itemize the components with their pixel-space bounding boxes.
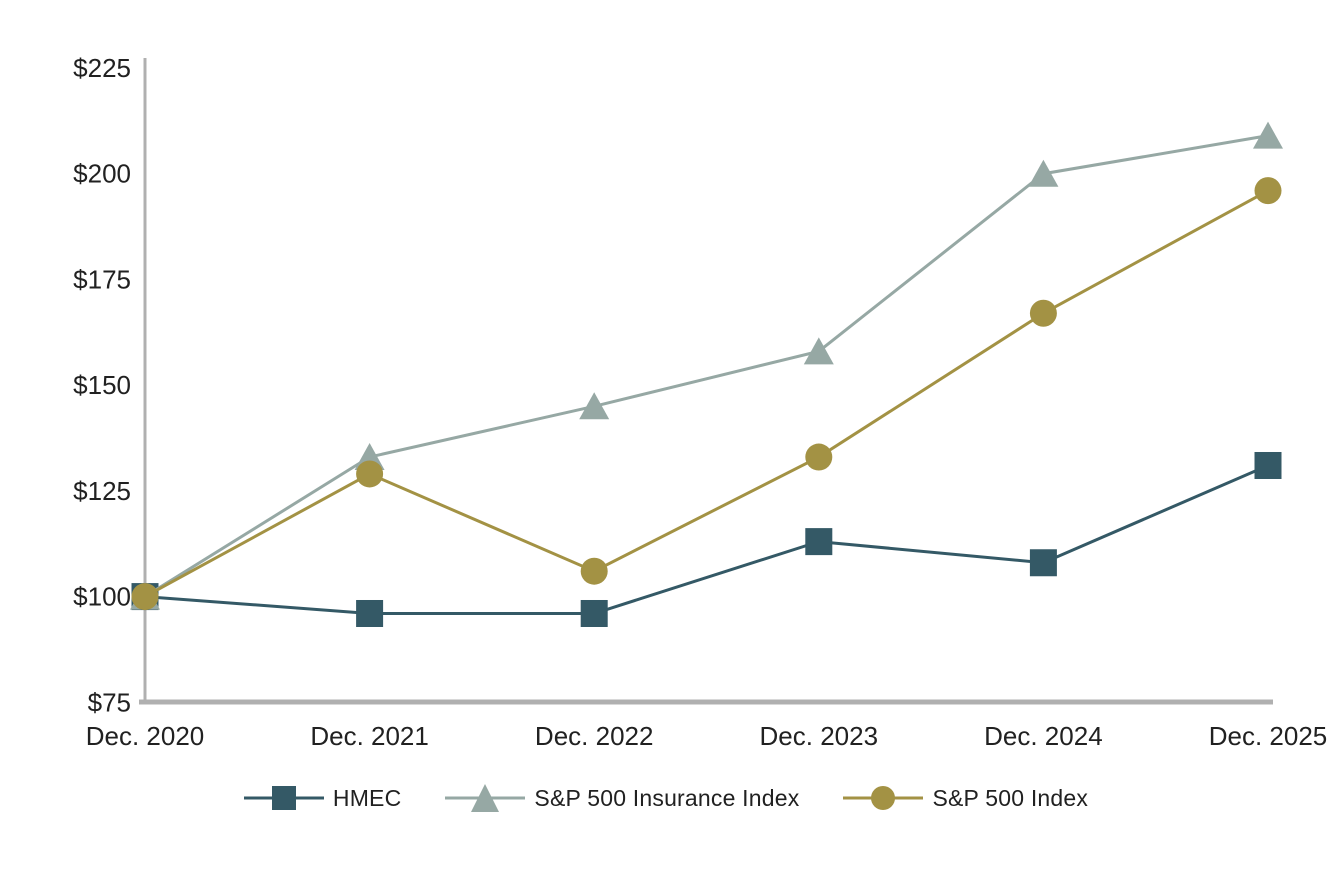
- series-s-p-500-index: [131, 177, 1282, 611]
- y-tick-label: $175: [73, 264, 131, 294]
- s-p-500-index-data-point: [580, 557, 608, 585]
- x-tick-label: Dec. 2023: [760, 721, 879, 751]
- x-tick-label: Dec. 2025: [1209, 721, 1328, 751]
- hmec-data-point: [356, 599, 384, 627]
- legend-label: S&P 500 Insurance Index: [534, 784, 800, 811]
- s-p-500-index-legend-swatch: [871, 786, 896, 810]
- legend-label: HMEC: [332, 784, 402, 811]
- series-hmec: [131, 451, 1282, 627]
- s-p-500-index-data-point: [1029, 299, 1057, 327]
- hmec-line: [144, 464, 1269, 615]
- s-p-500-insurance-index-line: [144, 134, 1269, 598]
- x-tick-label: Dec. 2022: [535, 721, 654, 751]
- s-p-500-index-legend-marker-icon: [843, 786, 924, 810]
- s-p-500-index-data-point: [805, 443, 833, 471]
- legend-item-s-p-500-index: S&P 500 Index: [843, 781, 1088, 815]
- legend-item-s-p-500-insurance-index: S&P 500 Insurance Index: [445, 781, 799, 815]
- s-p-500-insurance-index-data-point: [579, 392, 610, 420]
- hmec-data-point: [1254, 451, 1282, 479]
- s-p-500-index-line: [144, 189, 1269, 598]
- hmec-data-point: [1029, 549, 1057, 577]
- s-p-500-index-data-point: [356, 460, 384, 488]
- hmec-legend-swatch: [271, 786, 296, 810]
- chart-canvas: $225 $200 $175 $150 $125 $100 $75 Dec. 2020 Dec.…: [73, 53, 1328, 751]
- y-tick-label: $100: [73, 582, 131, 612]
- hmec-data-point: [580, 599, 608, 627]
- s-p-500-index-data-point: [131, 583, 159, 611]
- y-tick-label: $225: [73, 53, 131, 83]
- s-p-500-insurance-index-legend-swatch: [471, 784, 500, 812]
- hmec-legend-marker-icon: [243, 786, 324, 810]
- x-tick-label: Dec. 2021: [310, 721, 429, 751]
- x-tick-label: Dec. 2024: [984, 721, 1103, 751]
- chart-legend: HMEC S&P 500 Insurance Index S&P 500 Index: [0, 781, 1332, 815]
- s-p-500-insurance-index-data-point: [1028, 159, 1059, 187]
- y-tick-label: $200: [73, 159, 131, 189]
- s-p-500-insurance-index-data-point: [1253, 121, 1283, 149]
- hmec-data-point: [805, 528, 833, 556]
- y-tick-label: $125: [73, 476, 131, 506]
- y-tick-label: $150: [73, 370, 131, 400]
- s-p-500-insurance-index-data-point: [803, 337, 834, 365]
- y-tick-label: $75: [88, 687, 131, 717]
- legend-label: S&P 500 Index: [932, 784, 1089, 811]
- s-p-500-insurance-index-legend-marker-icon: [445, 784, 526, 812]
- s-p-500-index-data-point: [1254, 177, 1282, 205]
- series-s-p-500-insurance-index: [130, 121, 1283, 610]
- legend-item-hmec: HMEC: [243, 781, 402, 815]
- x-tick-label: Dec. 2020: [86, 721, 205, 751]
